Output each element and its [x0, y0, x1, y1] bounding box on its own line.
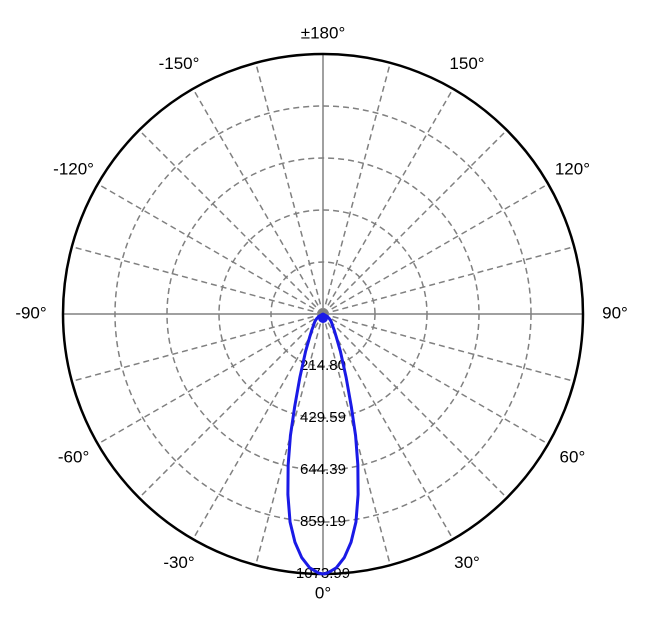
- angle-tick-label: 120°: [555, 159, 590, 178]
- radial-tick-label: 429.59: [300, 409, 346, 426]
- angle-tick-label: 0°: [315, 583, 331, 602]
- angle-tick-label: 150°: [449, 54, 484, 73]
- angle-tick-label: 30°: [454, 553, 480, 572]
- angle-tick-label: -60°: [58, 447, 89, 466]
- angle-tick-label: -90°: [15, 303, 46, 322]
- polar-chart: 0° 30° 60° 90° 120° 150° ±180° -150° -120° -90° -6…: [0, 0, 646, 634]
- polar-chart-container: 0° 30° 60° 90° 120° 150° ±180° -150° -120° -90° -6…: [0, 0, 646, 634]
- center-dot: [318, 313, 328, 323]
- angle-tick-label: 60°: [560, 447, 586, 466]
- angle-tick-label: ±180°: [301, 23, 346, 42]
- radial-tick-label: 859.19: [300, 513, 346, 530]
- angle-tick-label: -150°: [159, 54, 200, 73]
- angle-tick-label: -30°: [163, 553, 194, 572]
- radial-tick-label: 214.80: [300, 357, 346, 374]
- angle-tick-label: 90°: [602, 303, 628, 322]
- angle-tick-label: -120°: [53, 159, 94, 178]
- radial-tick-label: 644.39: [300, 461, 346, 478]
